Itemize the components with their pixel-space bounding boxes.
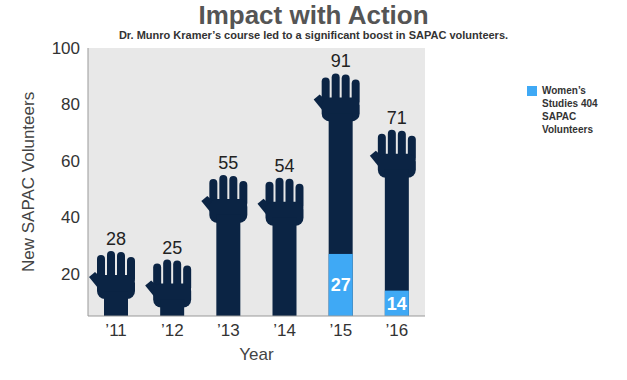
svg-text:25: 25 [162,238,182,258]
svg-text:55: 55 [218,153,238,173]
html-text:Dr. Munro Kramer’s course led: Dr. Munro Kramer’s course led to a signi… [118,29,509,41]
svg-text:91: 91 [331,51,351,71]
svg-text:60: 60 [61,152,80,171]
svg-text:’14: ’14 [273,321,296,340]
svg-text:54: 54 [274,156,294,176]
svg-text:’11: ’11 [105,321,126,340]
svg-text:71: 71 [387,108,407,128]
svg-text:Year: Year [239,345,274,364]
html-text:Women’s Studies 404 SAPAC Volu: Women’s Studies 404 SAPAC Volunteers [542,85,598,135]
svg-text:’12: ’12 [161,321,184,340]
svg-text:14: 14 [387,294,407,314]
svg-text:’16: ’16 [386,321,409,340]
svg-text:40: 40 [61,208,80,227]
svg-text:80: 80 [61,95,80,114]
svg-text:20: 20 [61,265,80,284]
svg-text:’15: ’15 [329,321,352,340]
svg-text:28: 28 [106,229,126,249]
svg-text:New SAPAC Volunteers: New SAPAC Volunteers [19,92,38,272]
svg-text:’13: ’13 [217,321,240,340]
svg-text:100: 100 [52,39,80,58]
svg-text:27: 27 [331,275,351,295]
html-text:Impact with Action: Impact with Action [198,0,429,30]
